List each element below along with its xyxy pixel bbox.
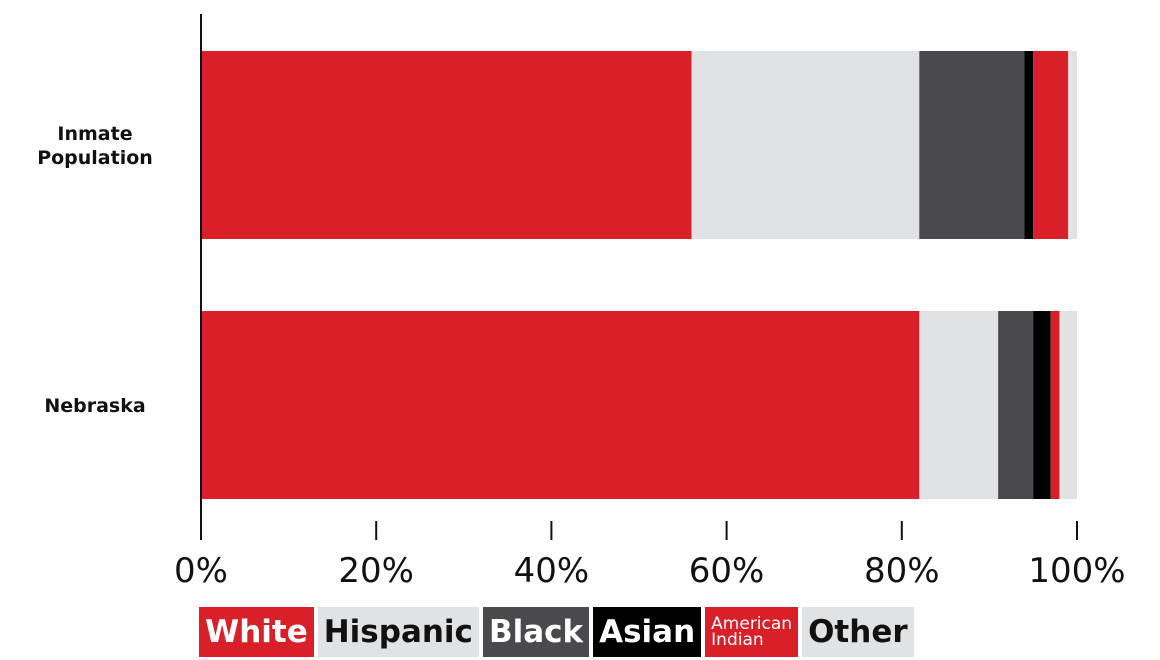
category-label: Inmate Population [37, 123, 153, 169]
legend-label-line: American [711, 614, 793, 634]
legend-item-white: White [199, 607, 314, 657]
legend: White Hispanic Black Asian American Indian Oth… [199, 607, 914, 657]
legend-label: Hispanic [323, 614, 473, 650]
bars-group [201, 51, 1077, 499]
legend-label: White [205, 614, 308, 650]
legend-item-black: Black [482, 607, 590, 657]
bar-segment-hispanic [919, 311, 999, 499]
legend-label: Black [488, 614, 584, 650]
bar-segment-black [998, 311, 1034, 499]
x-tick-label: 20% [338, 551, 414, 591]
legend-item-hispanic: Hispanic [317, 607, 479, 657]
x-tick-label: 60% [689, 551, 765, 591]
legend-item-other: Other [802, 607, 914, 657]
legend-label-line: Indian [711, 630, 764, 650]
bar-segment-other [1059, 311, 1077, 499]
bar-segment-black [919, 51, 1025, 239]
x-axis-ticks: 0% 20% 40% 60% 80% 100% [174, 521, 1126, 591]
legend-item-american-indian: American Indian [705, 607, 799, 657]
legend-item-asian: Asian [593, 607, 702, 657]
bar-segment-american-indian [1033, 51, 1069, 239]
legend-label: Asian [599, 614, 696, 650]
bar-segment-asian [1024, 51, 1034, 239]
legend-label: Other [808, 614, 908, 650]
x-tick-label: 80% [864, 551, 940, 591]
bar-segment-other [1068, 51, 1077, 239]
bar-segment-hispanic [691, 51, 920, 239]
bar-segment-american-indian [1050, 311, 1060, 499]
x-tick-label: 0% [174, 551, 228, 591]
category-label: Nebraska [44, 395, 145, 417]
category-labels: Inmate Population Nebraska [37, 123, 153, 417]
x-tick-label: 100% [1028, 551, 1125, 591]
bar-segment-asian [1033, 311, 1051, 499]
x-tick-label: 40% [514, 551, 590, 591]
bar-segment-white [201, 51, 692, 239]
bar-segment-white [201, 311, 920, 499]
